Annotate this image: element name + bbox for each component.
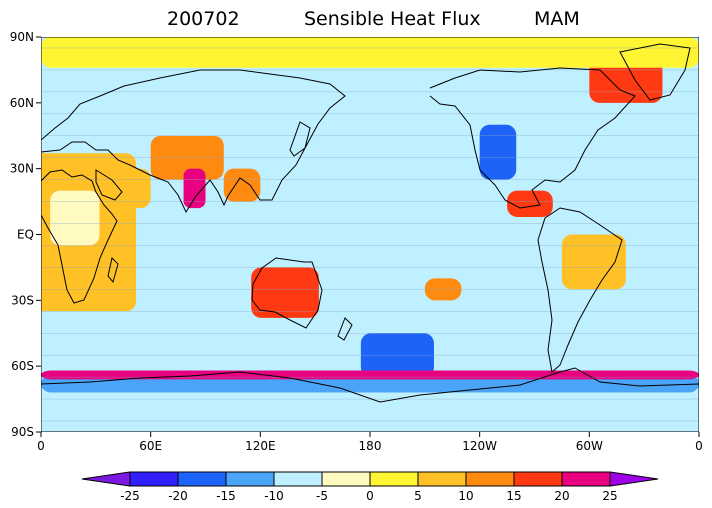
colorbar-label: -20 [168,489,188,503]
colorbar-box [225,471,275,487]
title-period: 200702 [167,8,240,30]
colorbar-label: 20 [554,489,569,503]
flux-region-6 [183,168,206,209]
colorbar: -25 -20 -15 -10 -5 0 5 10 15 20 25 [81,471,659,503]
colorbar-arrow-low [81,471,131,487]
coast-antarctica [41,367,699,403]
gridlines [41,47,699,422]
colorbar-label: -5 [316,489,328,503]
flux-region-11 [561,234,626,290]
lon-tick-label: 120W [462,439,497,453]
title-season: MAM [534,8,580,30]
lat-tick-label: 90N [10,30,34,44]
colorbar-box [465,471,515,487]
coastlines [41,43,699,403]
flux-region-13 [41,374,699,393]
colorbar-label: -15 [216,489,236,503]
coast-arabia [95,169,123,201]
lat-tick-label: 30N [10,162,34,176]
colorbar-label: -10 [264,489,284,503]
lon-tick-label: 120E [245,439,276,453]
coast-africa [41,169,118,304]
coast-greenland [619,43,691,101]
colorbar-label: 25 [602,489,617,503]
colorbar-label: 0 [366,489,374,503]
coast-eurasia [41,69,346,214]
lat-tick-label: 30S [11,293,34,307]
coast-japan [289,121,311,157]
flux-region-5 [223,168,261,202]
colorbar-label: -25 [120,489,140,503]
lat-tick-label: 60S [11,359,34,373]
lat-tick-label: 90S [11,425,34,439]
colorbar-box [273,471,323,487]
coast-south-america [537,207,623,373]
colorbar-label: 10 [458,489,473,503]
flux-region-17 [41,37,699,68]
coast-australia [251,257,323,329]
lat-tick-label: EQ [17,228,34,242]
colorbar-box [369,471,419,487]
coast-north-america [429,67,636,209]
lon-tick-label: 0 [695,439,703,453]
colorbar-box [561,471,611,487]
coast-madagascar [107,257,119,284]
flux-region-9 [479,124,517,180]
colorbar-box [417,471,467,487]
title-variable: Sensible Heat Flux [304,8,481,30]
flux-regions [41,37,699,393]
flux-region-7 [251,267,319,318]
flux-region-12 [552,300,590,356]
lon-tick-label: 0 [37,439,45,453]
colorbar-box [321,471,371,487]
colorbar-box [513,471,563,487]
flux-region-2 [104,168,151,209]
lon-tick-label: 60W [576,439,603,453]
colorbar-arrow-high [609,471,659,487]
colorbar-box [177,471,227,487]
map-panel [41,37,699,432]
lon-tick-label: 60E [139,439,162,453]
flux-region-10 [507,190,553,217]
lat-tick-label: 60N [10,96,34,110]
flux-region-1 [50,190,100,246]
coast-new-zealand [337,317,353,341]
colorbar-label: 5 [414,489,422,503]
colorbar-label: 15 [506,489,521,503]
flux-region-4 [168,80,279,136]
lon-tick-label: 180 [359,439,382,453]
colorbar-box [129,471,179,487]
